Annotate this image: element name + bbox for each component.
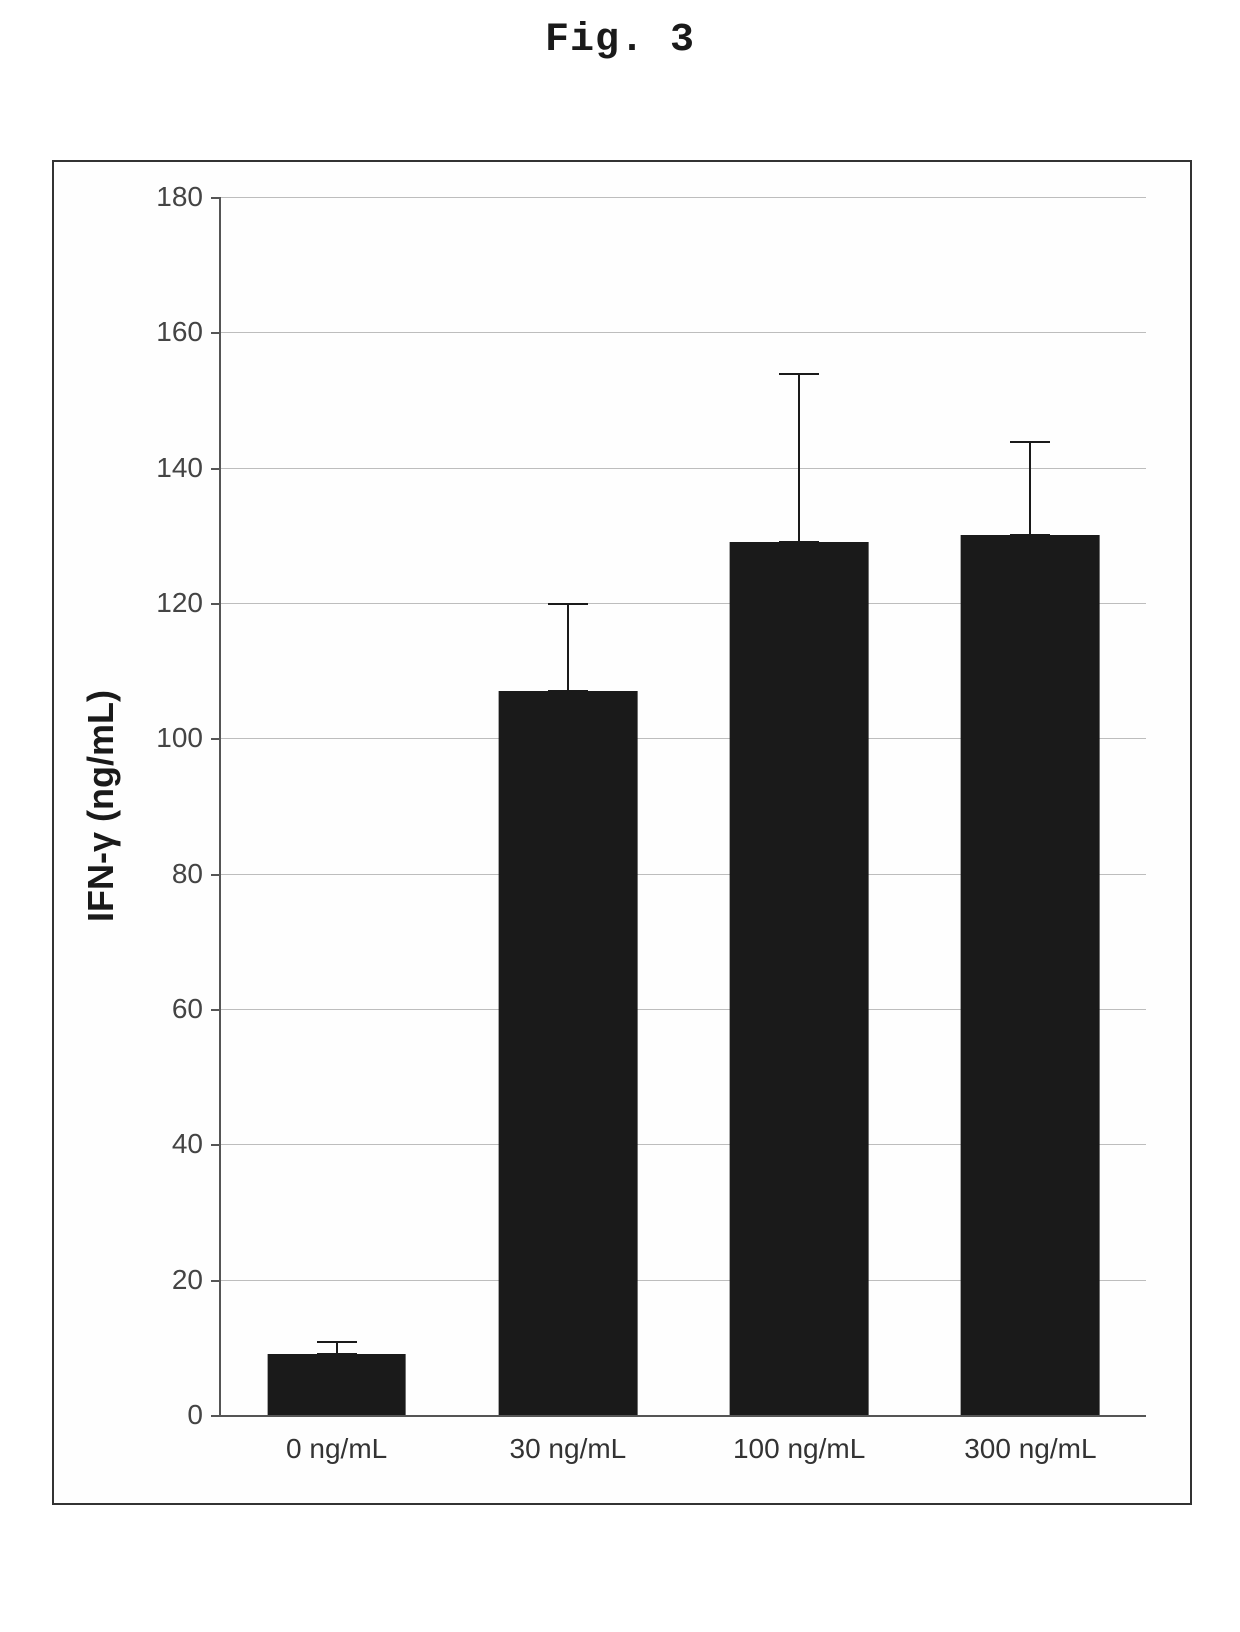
ytick-label: 160 — [156, 316, 221, 348]
bar — [961, 535, 1100, 1415]
error-cap-top — [548, 603, 588, 605]
bar — [730, 542, 869, 1415]
gridline — [221, 332, 1146, 333]
error-cap-top — [317, 1341, 357, 1343]
chart-inner: IFN-γ (ng/mL) 0204060801001201401601800 … — [219, 197, 1146, 1417]
xtick-label: 100 ng/mL — [733, 1415, 865, 1465]
ytick-label: 0 — [187, 1399, 221, 1431]
bar — [267, 1354, 406, 1415]
error-cap-base — [548, 690, 588, 692]
error-cap-base — [779, 541, 819, 543]
ytick-label: 20 — [172, 1264, 221, 1296]
page: Fig. 3 IFN-γ (ng/mL) 0 20 40 60 80 100 120 140 1… — [0, 0, 1240, 1632]
ytick-label: 100 — [156, 722, 221, 754]
ytick-label: 40 — [172, 1128, 221, 1160]
chart-frame: IFN-γ (ng/mL) 0 20 40 60 80 100 120 140 160 180 0 … — [52, 160, 1192, 1505]
xtick-label: 300 ng/mL — [964, 1415, 1096, 1465]
bar — [499, 691, 638, 1415]
ytick-label: 80 — [172, 858, 221, 890]
figure-title: Fig. 3 — [0, 18, 1240, 63]
error-cap-base — [317, 1353, 357, 1355]
ytick-label: 60 — [172, 993, 221, 1025]
error-cap-top — [779, 373, 819, 375]
ytick-label: 120 — [156, 587, 221, 619]
error-bar — [798, 373, 800, 542]
ytick-label: 140 — [156, 452, 221, 484]
gridline — [221, 197, 1146, 198]
error-bar — [336, 1341, 338, 1355]
gridline — [221, 468, 1146, 469]
xtick-label: 0 ng/mL — [286, 1415, 387, 1465]
ytick-label: 180 — [156, 181, 221, 213]
y-axis-label: IFN-γ (ng/mL) — [80, 690, 122, 922]
error-cap-top — [1010, 441, 1050, 443]
plot-area: IFN-γ (ng/mL) 0204060801001201401601800 … — [219, 197, 1146, 1417]
error-cap-base — [1010, 534, 1050, 536]
error-bar — [567, 603, 569, 691]
error-bar — [1029, 441, 1031, 536]
xtick-label: 30 ng/mL — [510, 1415, 627, 1465]
